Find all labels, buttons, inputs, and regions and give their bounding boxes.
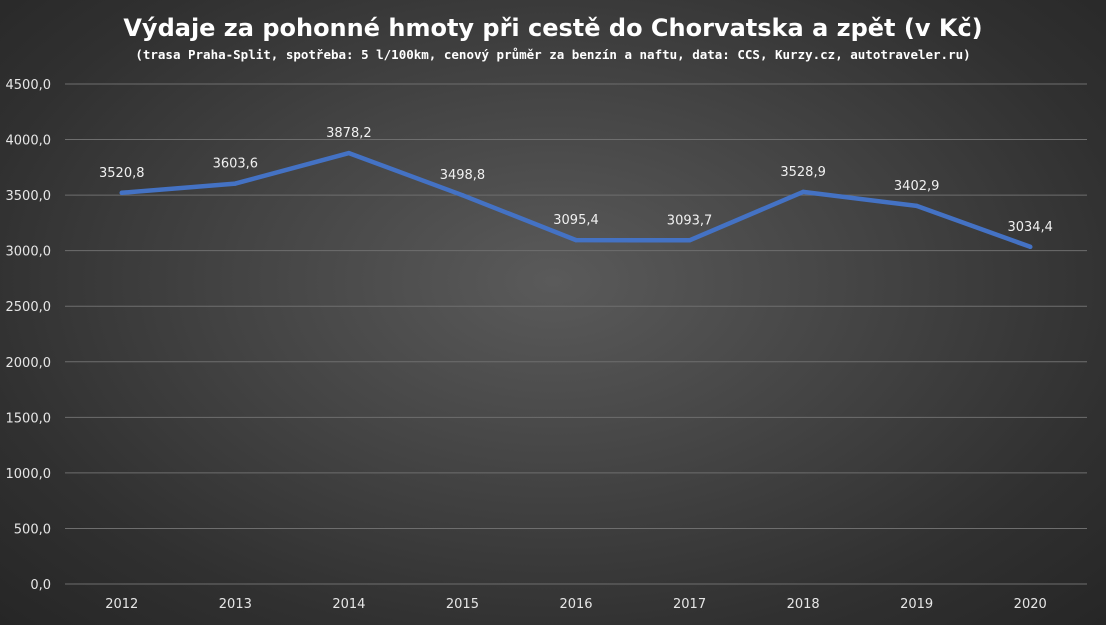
data-point [233, 181, 238, 186]
x-tick-label: 2016 [559, 597, 592, 612]
y-tick-label: 500,0 [14, 522, 51, 537]
data-point [687, 238, 692, 243]
y-tick-label: 4000,0 [6, 134, 52, 149]
y-tick-label: 3500,0 [6, 189, 52, 204]
x-tick-label: 2020 [1014, 597, 1047, 612]
x-tick-label: 2018 [787, 597, 820, 612]
y-tick-label: 3000,0 [6, 245, 52, 260]
data-label: 3603,6 [213, 157, 259, 172]
x-tick-label: 2015 [446, 597, 479, 612]
data-point [914, 203, 919, 209]
chart-subtitle: (trasa Praha-Split, spotřeba: 5 l/100km,… [135, 47, 970, 62]
series-layer [119, 150, 1033, 250]
x-tick-label: 2014 [332, 597, 365, 612]
data-label: 3520,8 [99, 166, 145, 181]
data-point [1028, 244, 1033, 250]
x-tick-label: 2017 [673, 597, 706, 612]
data-label: 3034,4 [1007, 220, 1053, 235]
data-label: 3093,7 [667, 213, 713, 228]
data-label: 3878,2 [326, 126, 372, 141]
chart-title: Výdaje za pohonné hmoty při cestě do Cho… [123, 14, 982, 42]
data-labels: 3520,8 3603,6 3878,2 3498,8 3095,4 3093,7 3528… [99, 126, 1053, 235]
y-tick-label: 2000,0 [6, 356, 52, 371]
data-label: 3402,9 [894, 179, 940, 194]
y-tick-label: 2500,0 [6, 300, 52, 315]
x-tick-label: 2012 [105, 597, 138, 612]
data-point [573, 237, 579, 243]
y-tick-label: 4500,0 [6, 78, 52, 93]
x-axis: 2012 2013 2014 2015 2016 2017 2018 2019 2020 [105, 597, 1047, 612]
data-label: 3498,8 [440, 168, 486, 183]
data-point [460, 193, 465, 198]
x-tick-label: 2019 [900, 597, 933, 612]
data-label: 3095,4 [553, 213, 599, 228]
data-point [800, 189, 806, 195]
data-point [346, 150, 352, 156]
x-tick-label: 2013 [219, 597, 252, 612]
y-tick-label: 0,0 [30, 578, 51, 593]
data-label: 3528,9 [780, 165, 826, 180]
gridlines [65, 83, 1087, 585]
y-tick-label: 1500,0 [6, 411, 52, 426]
y-axis: 0,0 500,0 1000,0 1500,0 2000,0 2500,0 3000,0 35… [6, 78, 52, 593]
y-tick-label: 1000,0 [6, 467, 52, 482]
data-point [119, 190, 124, 195]
